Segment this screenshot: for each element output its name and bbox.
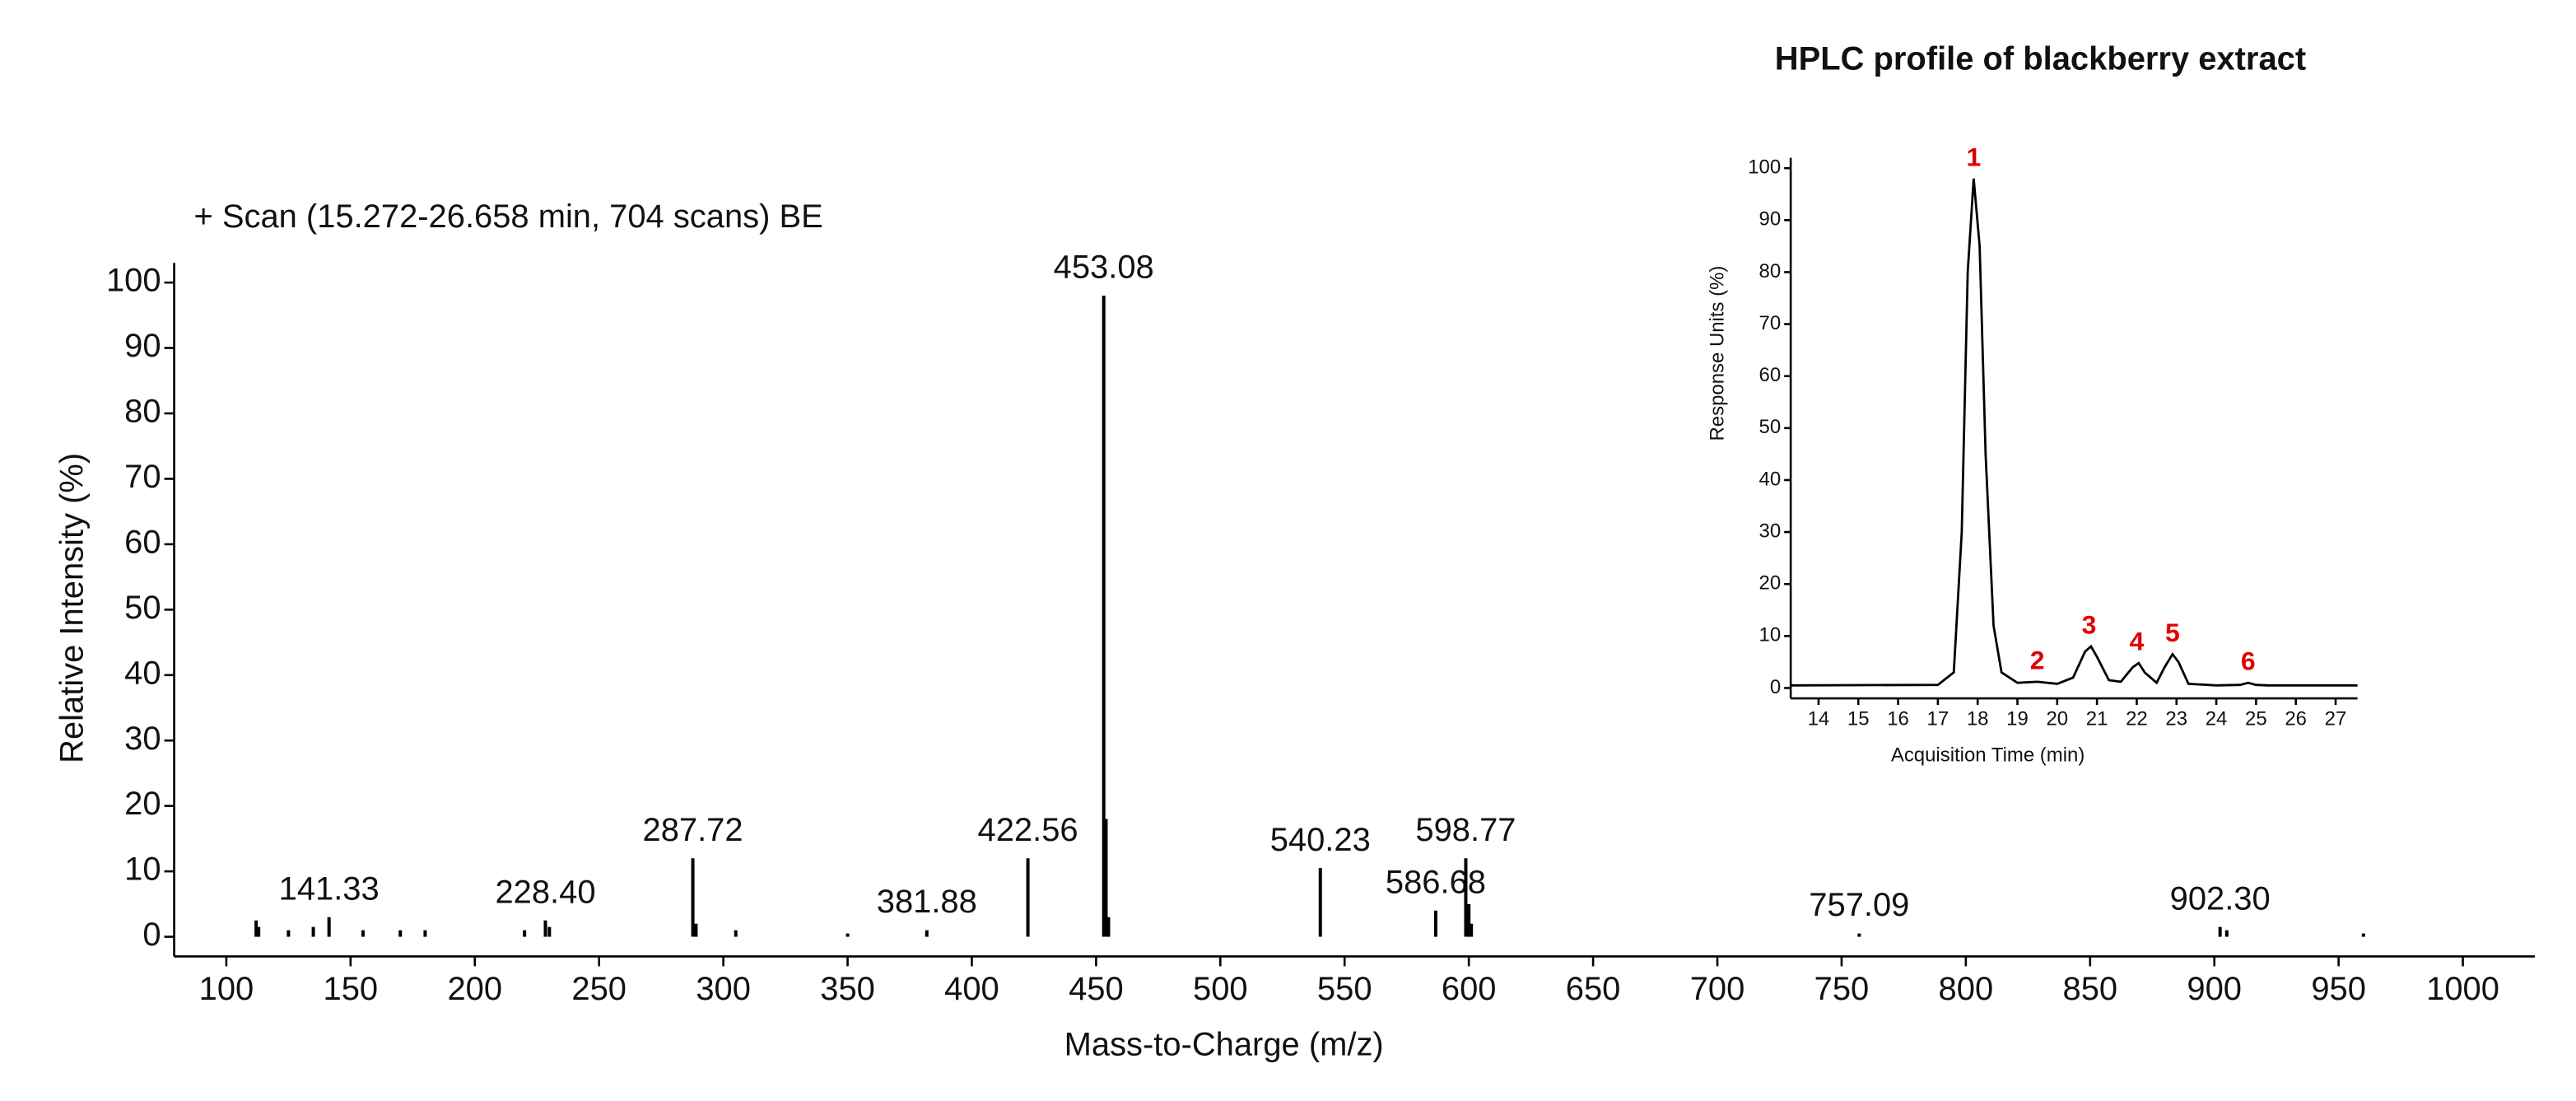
x-axis-label: Mass-to-Charge (m/z): [1064, 1027, 1384, 1063]
peak-label: 228.40: [495, 874, 595, 910]
x-tick-label: 21: [2086, 707, 2108, 730]
x-tick-label: 950: [2311, 971, 2366, 1007]
y-tick-label: 50: [1759, 416, 1782, 438]
scan-annotation: + Scan (15.272-26.658 min, 704 scans) BE: [193, 198, 822, 235]
x-tick-label: 27: [2325, 707, 2347, 730]
peak-label: 757.09: [1809, 887, 1909, 923]
peak-label: 422.56: [978, 812, 1078, 848]
x-tick-label: 300: [696, 971, 751, 1007]
x-tick-label: 25: [2245, 707, 2267, 730]
peak-label: 586.68: [1386, 864, 1486, 900]
y-tick-label: 50: [124, 590, 161, 626]
peak-number: 5: [2165, 618, 2180, 647]
x-tick-label: 400: [944, 971, 999, 1007]
peak-label: 141.33: [279, 870, 380, 907]
peak-label: 453.08: [1054, 250, 1154, 286]
y-tick-label: 60: [124, 524, 161, 560]
y-tick-label: 80: [124, 394, 161, 430]
x-tick-label: 18: [1967, 707, 1989, 730]
peak-label: 902.30: [2170, 880, 2271, 917]
x-tick-label: 450: [1069, 971, 1124, 1007]
x-tick-label: 700: [1690, 971, 1745, 1007]
x-tick-label: 200: [447, 971, 502, 1007]
x-tick-label: 900: [2187, 971, 2242, 1007]
y-tick-label: 30: [124, 721, 161, 757]
y-axis-label: Relative Intensity (%): [54, 453, 90, 763]
y-tick-label: 70: [124, 459, 161, 495]
x-tick-label: 24: [2206, 707, 2228, 730]
peak-label: 287.72: [643, 812, 743, 848]
x-tick-label: 100: [199, 971, 254, 1007]
x-tick-label: 850: [2062, 971, 2117, 1007]
x-tick-label: 800: [1939, 971, 1994, 1007]
x-axis-label: Acquisition Time (min): [1891, 744, 2085, 766]
y-tick-label: 100: [1748, 156, 1781, 179]
y-tick-label: 20: [124, 786, 161, 822]
y-tick-label: 30: [1759, 520, 1782, 542]
y-tick-label: 10: [1759, 624, 1782, 646]
x-tick-label: 14: [1808, 707, 1830, 730]
y-tick-label: 90: [1759, 208, 1782, 231]
y-tick-label: 100: [106, 263, 161, 299]
y-tick-label: 70: [1759, 312, 1782, 334]
x-tick-label: 23: [2165, 707, 2187, 730]
y-tick-label: 60: [1759, 364, 1782, 386]
chart-title: HPLC profile of blackberry extract: [1775, 40, 2306, 77]
y-tick-label: 0: [142, 917, 161, 953]
peak-label: 540.23: [1270, 822, 1371, 858]
y-tick-label: 10: [124, 851, 161, 888]
y-axis-label: Response Units (%): [1707, 266, 1729, 441]
x-tick-label: 19: [2006, 707, 2029, 730]
x-tick-label: 350: [820, 971, 875, 1007]
x-tick-label: 750: [1814, 971, 1870, 1007]
x-tick-label: 250: [571, 971, 627, 1007]
x-tick-label: 150: [324, 971, 379, 1007]
x-tick-label: 17: [1927, 707, 1949, 730]
y-tick-label: 90: [124, 328, 161, 364]
x-tick-label: 650: [1566, 971, 1621, 1007]
peak-number: 3: [2082, 609, 2097, 639]
peak-label: 598.77: [1415, 812, 1516, 848]
x-tick-label: 15: [1847, 707, 1870, 730]
y-tick-label: 0: [1770, 676, 1781, 698]
y-tick-label: 40: [124, 655, 161, 691]
x-tick-label: 16: [1887, 707, 1909, 730]
y-tick-label: 40: [1759, 468, 1782, 490]
x-tick-label: 550: [1317, 971, 1372, 1007]
x-tick-label: 1000: [2426, 971, 2499, 1007]
peak-number: 2: [2030, 645, 2045, 674]
y-tick-label: 20: [1759, 572, 1782, 595]
peak-number: 1: [1966, 142, 1981, 171]
chromatogram-line: [1791, 178, 2358, 687]
peak-label: 381.88: [877, 884, 977, 920]
y-tick-label: 80: [1759, 260, 1782, 282]
x-tick-label: 20: [2047, 707, 2069, 730]
x-tick-label: 22: [2126, 707, 2148, 730]
peak-number: 4: [2130, 627, 2145, 656]
x-tick-label: 26: [2285, 707, 2307, 730]
x-tick-label: 500: [1193, 971, 1248, 1007]
peak-number: 6: [2241, 646, 2256, 676]
x-tick-label: 600: [1442, 971, 1497, 1007]
